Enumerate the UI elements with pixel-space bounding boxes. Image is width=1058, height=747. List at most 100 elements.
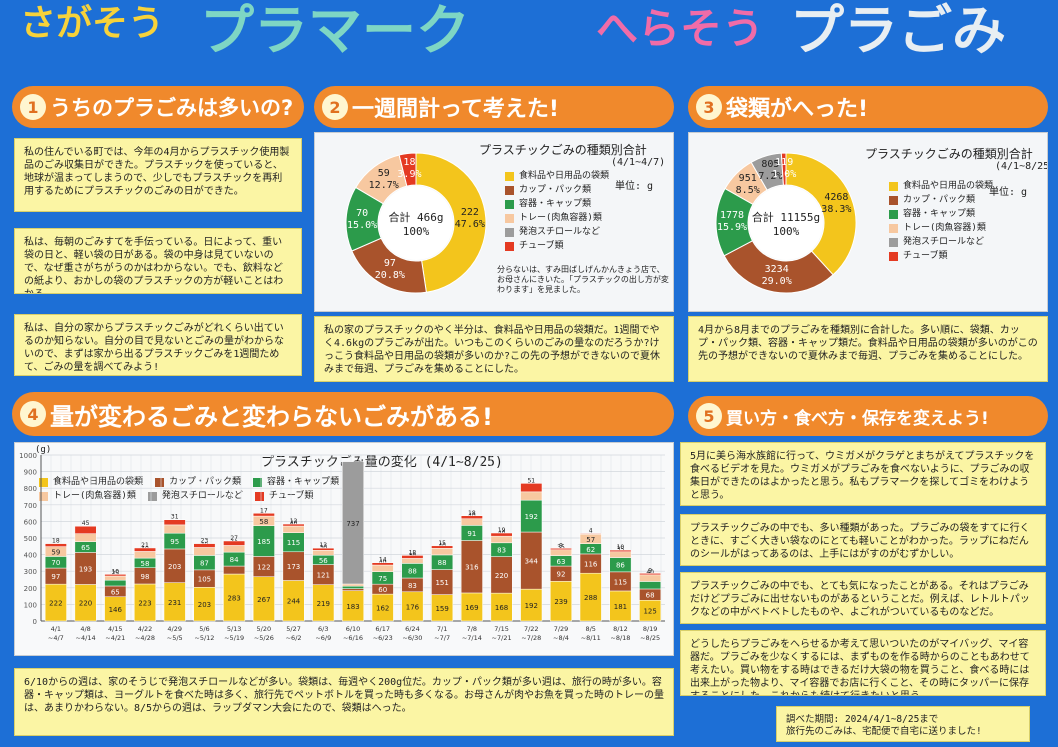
bar-legend-label-2: 容器・キャップ類 — [267, 477, 340, 487]
donut1-slice-value-5: 18 — [403, 157, 416, 169]
bar-1-seg-5 — [74, 525, 97, 534]
donut2-legend-item-5: チューブ類 — [889, 249, 993, 263]
bar-12-seg-5-label: 18 — [409, 549, 417, 556]
bar-0-seg-2-label: 70 — [51, 559, 60, 567]
bar-7-seg-3-label: 58 — [259, 518, 268, 526]
x-tick-3-1: ~4/28 — [135, 634, 155, 642]
bar-3-seg-5-label: 21 — [141, 542, 149, 549]
note-5b: プラスチックごみの中でも、多い種類があった。プラごみの袋をすてに行くときに、すご… — [680, 514, 1046, 566]
section2-title: 一週間計って考えた! — [352, 97, 559, 122]
bar-5-seg-5-label: 23 — [201, 538, 209, 545]
bar-5-seg-5 — [193, 543, 216, 548]
x-tick-10-0: 6/10 — [346, 625, 361, 633]
bar-3-seg-2-label: 58 — [141, 560, 150, 568]
x-tick-13-0: 7/1 — [437, 625, 447, 633]
donut1-title: プラスチックごみの種類別合計 — [479, 143, 647, 157]
donut2-total-pct: 100% — [772, 225, 800, 238]
bar-8-seg-1-label: 173 — [287, 563, 300, 571]
donut1-legend-swatch-4 — [505, 227, 514, 237]
x-tick-12-0: 6/24 — [405, 625, 420, 633]
donut1-center: 合計 466g 100% — [371, 211, 461, 239]
bar-10-seg-0-label: 183 — [346, 603, 359, 611]
bar-11-seg-1-label: 60 — [378, 586, 387, 594]
x-tick-1-1: ~4/14 — [76, 634, 96, 642]
bar-15-seg-0-label: 168 — [495, 604, 508, 612]
bar-8-seg-3-label: 40 — [290, 520, 298, 527]
bar-5-seg-0-label: 203 — [198, 601, 211, 609]
note-5a: 5月に美ら海水族館に行って、ウミガメがクラゲとまちがえてプラスチックを食べるビデ… — [680, 442, 1046, 506]
x-tick-14-1: ~7/14 — [462, 634, 482, 642]
bar-9-seg-3-label: 30 — [319, 544, 327, 551]
bar-legend-swatch-5 — [254, 491, 264, 501]
donut2-legend-swatch-2 — [889, 209, 898, 219]
x-tick-9-0: 6/3 — [318, 625, 328, 633]
bar-1-seg-2-label: 65 — [81, 544, 90, 552]
donut1-legend-label-3: トレー(肉魚容器)類 — [519, 213, 602, 223]
bar-6-seg-2-label: 84 — [230, 556, 239, 564]
bar-13-seg-2-label: 88 — [438, 559, 447, 567]
bar-chart-panel: プラスチックごみ量の変化 (4/1~8/25) (g) 食料品や日用品の袋類 カッ… — [14, 442, 674, 656]
x-tick-3-0: 4/22 — [138, 625, 153, 633]
bar-14-seg-0-label: 169 — [465, 604, 478, 612]
donut1-total-pct: 100% — [402, 225, 430, 238]
bar-17-seg-2-label: 63 — [557, 558, 566, 566]
bar-18-seg-1-label: 116 — [584, 561, 598, 569]
donut1-legend-item-4: 発泡スチロールなど — [505, 225, 609, 239]
donut2-slice-pct-2: 15.9% — [716, 222, 748, 234]
donut2-center: 合計 11155g 100% — [741, 211, 831, 239]
donut1-legend-item-5: チューブ類 — [505, 239, 609, 253]
section4-title: 量が変わるごみと変わらないごみがある! — [50, 402, 493, 431]
bar-7-seg-1-label: 122 — [257, 564, 270, 572]
donut1-legend-swatch-2 — [505, 199, 514, 209]
donut2-slice-pct-5: 1.0% — [772, 169, 797, 181]
donut1-legend-label-4: 発泡スチロールなど — [519, 227, 601, 237]
x-tick-19-0: 8/12 — [613, 625, 628, 633]
section3-banner: 3 袋類がへった! — [688, 86, 1048, 128]
donut2-svg — [715, 152, 857, 294]
x-tick-2-0: 4/15 — [108, 625, 123, 633]
donut2-slice-value-4: 805 — [761, 159, 780, 171]
bar-18-seg-0-label: 288 — [584, 594, 597, 602]
section1-title: うちのプラごみは多いの? — [50, 96, 294, 120]
bar-16-seg-3 — [520, 491, 543, 501]
donut1-svg — [345, 152, 487, 294]
donut2-legend-item-1: カップ・パック類 — [889, 193, 993, 207]
x-tick-7-0: 5/20 — [257, 625, 272, 633]
donut2-legend-label-1: カップ・パック類 — [903, 195, 976, 205]
bar-legend-item-0: 食料品や日用品の袋類 — [39, 475, 143, 489]
donut1-legend-item-3: トレー(肉魚容器)類 — [505, 211, 609, 225]
bar-20-seg-5 — [639, 573, 662, 576]
x-tick-0-0: 4/1 — [51, 625, 61, 633]
donut1-legend-swatch-1 — [505, 185, 514, 195]
section5-number: 5 — [696, 403, 722, 429]
bar-10-seg-4-label: 737 — [346, 520, 359, 528]
x-tick-11-0: 6/17 — [375, 625, 390, 633]
donut2-hole — [749, 186, 823, 260]
donut1-slice-label-1: 97 20.8% — [370, 258, 410, 282]
bar-20-seg-0-label: 125 — [643, 608, 656, 616]
x-tick-6-0: 5/13 — [227, 625, 242, 633]
donut1-slice-value-2: 70 — [356, 207, 369, 219]
bar-legend-label-0: 食料品や日用品の袋類 — [53, 477, 144, 487]
bar-18-seg-5 — [579, 533, 602, 535]
y-tick-10: 1000 — [19, 452, 37, 460]
bar-19-seg-5 — [609, 549, 632, 553]
x-tick-17-0: 7/29 — [554, 625, 569, 633]
donut2-legend-label-4: 発泡スチロールなど — [903, 237, 985, 247]
bar-19-seg-3-label: 35 — [617, 546, 625, 553]
section1-banner: 1 うちのプラごみは多いの? — [12, 86, 304, 128]
x-tick-15-0: 7/15 — [494, 625, 509, 633]
donut1-legend-label-0: 食料品や日用品の袋類 — [519, 171, 610, 181]
bar-17-seg-0-label: 239 — [554, 598, 567, 606]
bar-7-seg-0-label: 267 — [257, 596, 270, 604]
donut1-footnote: 分らないは、すみ田ばしげんかんきょう店で、お母さんにきいた。「プラスチックの出し… — [497, 265, 669, 294]
donut2-slice-value-0: 4268 — [824, 191, 849, 203]
donut1-total: 合計 466g — [388, 211, 444, 224]
bar-4-seg-1-label: 203 — [168, 563, 181, 571]
bar-5-seg-3 — [193, 547, 216, 556]
bar-8-seg-0-label: 244 — [287, 598, 301, 606]
donut2-legend-swatch-4 — [889, 237, 898, 247]
donut1-legend-item-2: 容器・キャップ類 — [505, 197, 609, 211]
bar-7-seg-2-label: 185 — [257, 538, 270, 546]
bar-legend-swatch-3 — [39, 491, 48, 501]
